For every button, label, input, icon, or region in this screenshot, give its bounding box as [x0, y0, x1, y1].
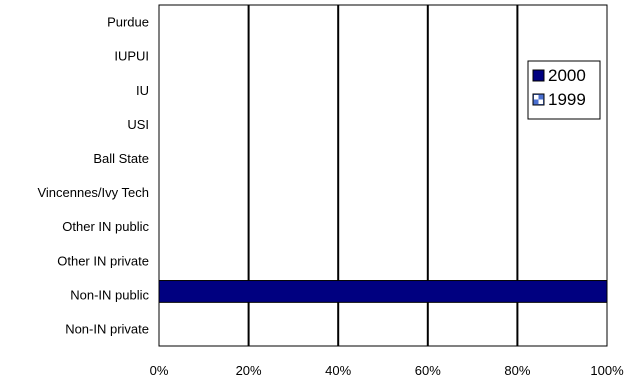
category-labels: Purdue IUPUI IU USI Ball State Vincennes/Ivy …	[37, 15, 149, 337]
category-label: Ball State	[93, 151, 149, 166]
category-label: IUPUI	[114, 49, 149, 64]
category-label: Non-IN public	[70, 287, 149, 302]
category-label: Other IN private	[57, 253, 149, 268]
category-label: Non-IN private	[65, 321, 149, 336]
category-label: USI	[127, 117, 149, 132]
legend-swatch-2000	[532, 69, 545, 82]
category-label: Vincennes/Ivy Tech	[37, 185, 149, 200]
legend-label-1999: 1999	[548, 90, 586, 109]
legend-swatch-pattern	[534, 95, 539, 100]
x-tick-label: 0%	[150, 363, 169, 378]
x-tick-label: 20%	[236, 363, 262, 378]
bar-2000-non-in-public	[158, 280, 608, 303]
plot-area	[158, 4, 608, 347]
legend: 2000 1999	[527, 60, 601, 120]
category-label: Purdue	[107, 15, 149, 30]
x-tick-label: 100%	[590, 363, 624, 378]
x-tick-label: 80%	[504, 363, 530, 378]
x-tick-labels: 0% 20% 40% 60% 80% 100%	[150, 363, 624, 378]
legend-swatch-pattern	[538, 99, 543, 104]
bars	[158, 280, 608, 303]
category-label: Other IN public	[62, 219, 149, 234]
legend-label-2000: 2000	[548, 66, 586, 85]
x-tick-label: 40%	[325, 363, 351, 378]
x-tick-label: 60%	[415, 363, 441, 378]
category-label: IU	[136, 83, 149, 98]
